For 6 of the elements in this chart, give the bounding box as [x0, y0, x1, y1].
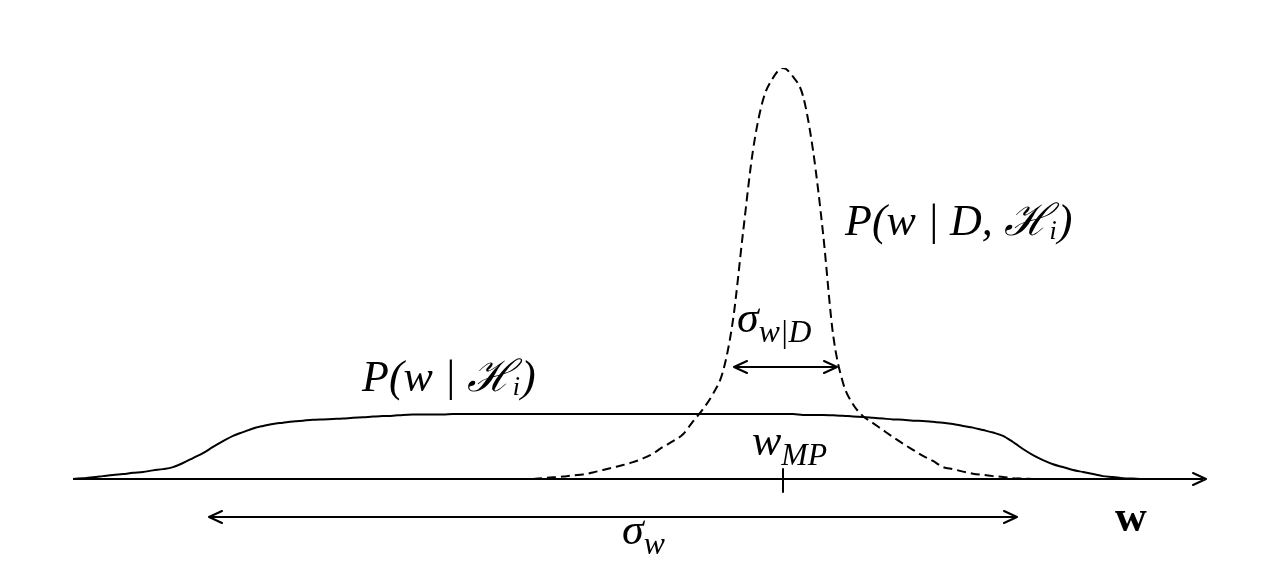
series-label: P(w | D, ℋᵢ)	[845, 196, 1073, 245]
text: σ$_{w}$	[622, 505, 665, 561]
x-axis-title: w	[1115, 492, 1147, 541]
series-label: P(w | ℋᵢ)	[362, 352, 536, 401]
annotation: w$_{MP}$	[752, 416, 828, 472]
annotation: σ$_{w|D}$	[737, 293, 812, 349]
